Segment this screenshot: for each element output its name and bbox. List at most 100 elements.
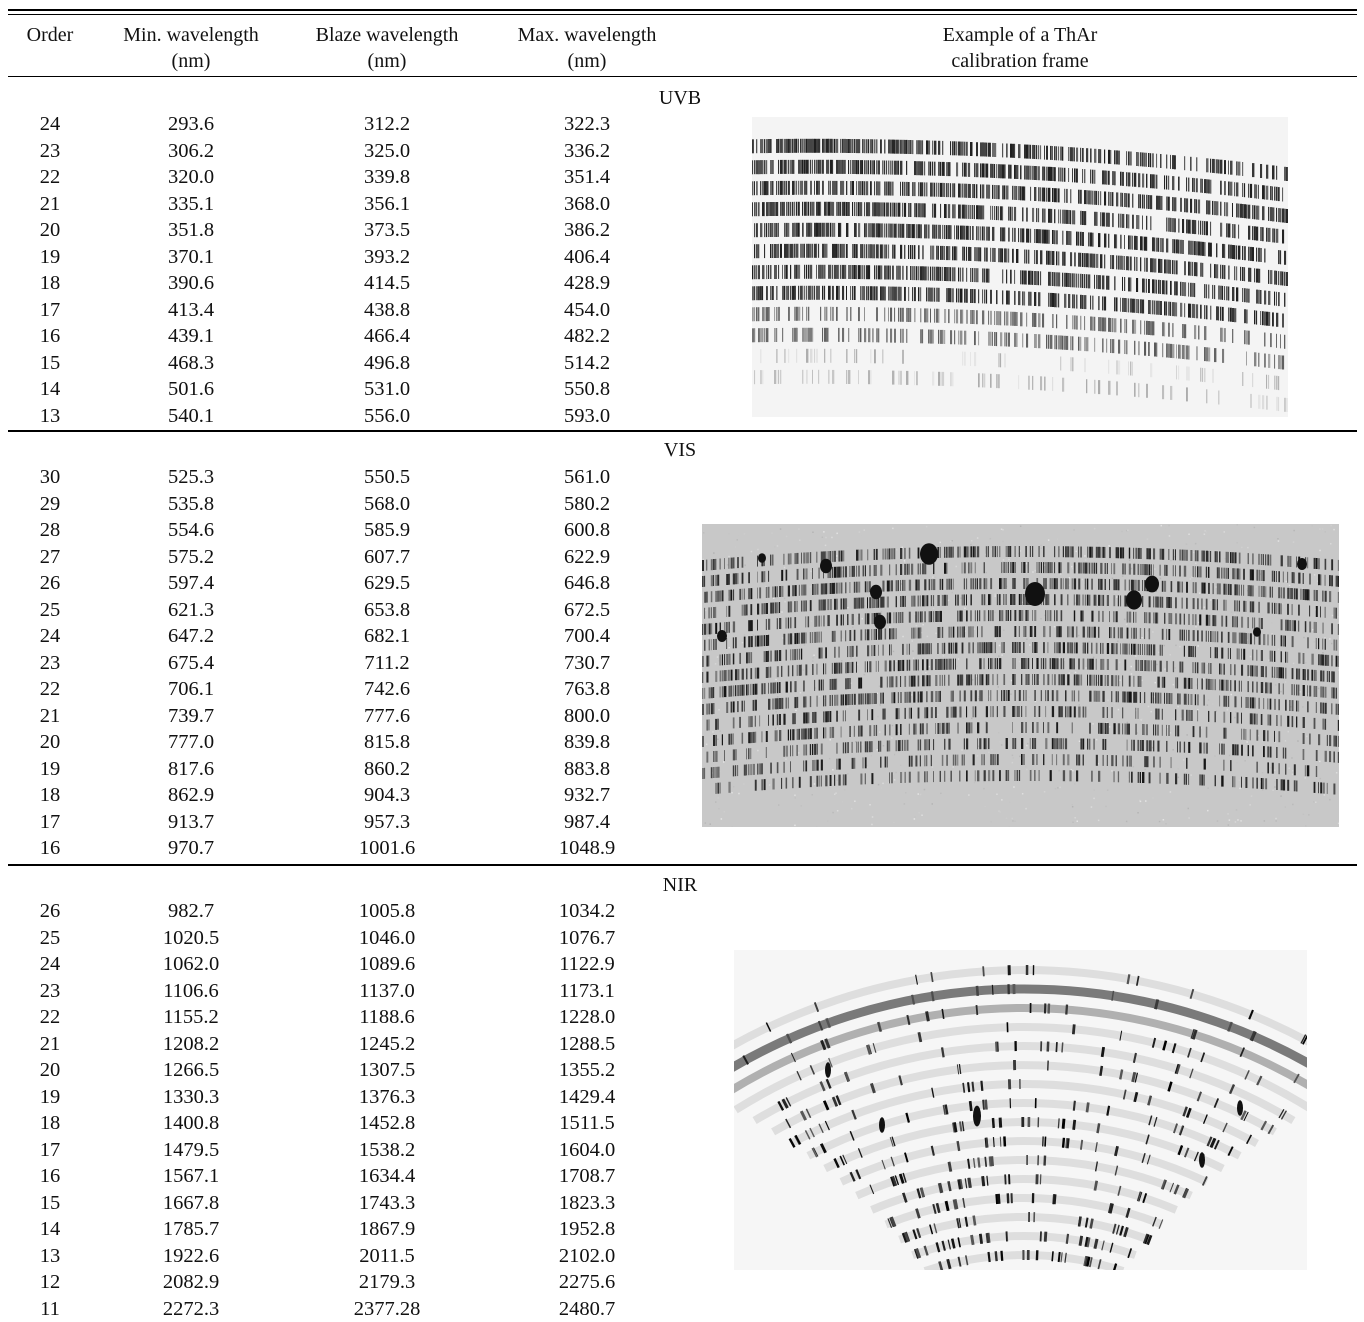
max-wavelength-cell: 622.9	[563, 545, 611, 568]
order-cell: 19	[39, 1085, 61, 1108]
order-cell: 22	[39, 678, 61, 700]
max-wavelength-cell: 550.8	[563, 378, 611, 400]
min-wavelength-cell: 2082.9	[162, 1271, 220, 1293]
min-wavelength-cell: 293.6	[167, 113, 215, 135]
order-cell: 16	[39, 1165, 61, 1187]
min-wavelength-cell: 370.1	[167, 245, 215, 268]
order-cell: 19	[39, 757, 61, 780]
order-cell: 23	[39, 139, 61, 162]
min-wavelength-cell: 1922.6	[162, 1244, 220, 1267]
order-cell: 17	[39, 1138, 61, 1161]
order-cell: 18	[39, 272, 61, 294]
blaze-wavelength-cell: 1001.6	[358, 837, 416, 859]
min-wavelength-cell: 525.3	[167, 466, 215, 488]
max-wavelength-cell: 1429.4	[558, 1085, 616, 1108]
order-cell: 16	[39, 837, 61, 859]
blaze-wavelength-cell: 1452.8	[358, 1112, 416, 1134]
order-cell: 14	[39, 1218, 61, 1240]
min-wavelength-cell: 913.7	[167, 810, 215, 833]
max-wavelength-cell: 932.7	[563, 784, 611, 806]
min-wavelength-cell: 777.0	[167, 731, 215, 753]
header-blaze-line1: Blaze wavelength	[315, 24, 459, 46]
min-wavelength-cell: 1667.8	[162, 1191, 220, 1214]
blaze-wavelength-cell: 1634.4	[358, 1165, 416, 1187]
min-wavelength-cell: 413.4	[167, 298, 215, 321]
max-wavelength-cell: 322.3	[563, 113, 611, 135]
max-wavelength-cell: 593.0	[563, 404, 611, 427]
blaze-wavelength-cell: 312.2	[363, 113, 411, 135]
order-cell: 12	[39, 1271, 61, 1293]
min-wavelength-cell: 501.6	[167, 378, 215, 400]
order-cell: 18	[39, 784, 61, 806]
vis-calibration-frame-image	[702, 524, 1339, 827]
blaze-wavelength-cell: 2011.5	[359, 1244, 415, 1267]
min-wavelength-cell: 468.3	[167, 351, 215, 374]
max-wavelength-cell: 883.8	[563, 757, 611, 780]
blaze-wavelength-cell: 585.9	[363, 519, 411, 541]
order-cell: 20	[39, 219, 61, 241]
max-wavelength-cell: 2102.0	[558, 1244, 616, 1267]
max-wavelength-cell: 2480.7	[558, 1297, 616, 1320]
max-wavelength-cell: 336.2	[563, 139, 611, 162]
blaze-wavelength-cell: 629.5	[363, 572, 411, 594]
blaze-wavelength-cell: 550.5	[363, 466, 411, 488]
min-wavelength-cell: 1567.1	[162, 1165, 220, 1187]
max-wavelength-cell: 454.0	[563, 298, 611, 321]
min-wavelength-cell: 621.3	[167, 598, 215, 621]
max-wavelength-cell: 561.0	[563, 466, 611, 488]
max-wavelength-cell: 800.0	[563, 704, 611, 727]
min-wavelength-cell: 1106.6	[163, 979, 219, 1002]
min-wavelength-cell: 320.0	[167, 166, 215, 188]
order-cell: 19	[39, 245, 61, 268]
order-cell: 27	[39, 545, 61, 568]
max-wavelength-cell: 1034.2	[558, 900, 616, 922]
blaze-wavelength-cell: 682.1	[363, 625, 411, 647]
order-cell: 26	[39, 572, 61, 594]
section-label-nir: NIR	[662, 874, 698, 896]
header-max-wavelength: Max. wavelength (nm)	[495, 22, 679, 74]
order-cell: 13	[39, 404, 61, 427]
header-max-unit: (nm)	[567, 50, 607, 72]
order-cell: 11	[40, 1297, 60, 1320]
header-blaze-unit: (nm)	[367, 50, 407, 72]
order-cell: 21	[39, 192, 61, 215]
min-wavelength-cell: 439.1	[167, 325, 215, 347]
max-wavelength-cell: 580.2	[563, 492, 611, 515]
min-wavelength-cell: 862.9	[167, 784, 215, 806]
section-rule-vis-nir	[8, 864, 1357, 866]
order-cell: 23	[39, 979, 61, 1002]
blaze-wavelength-cell: 1005.8	[358, 900, 416, 922]
blaze-wavelength-cell: 742.6	[363, 678, 411, 700]
min-wavelength-cell: 1330.3	[162, 1085, 220, 1108]
max-wavelength-cell: 428.9	[563, 272, 611, 294]
min-wavelength-cell: 647.2	[167, 625, 215, 647]
max-wavelength-cell: 1823.3	[558, 1191, 616, 1214]
order-cell: 22	[39, 166, 61, 188]
blaze-wavelength-cell: 1046.0	[358, 926, 416, 949]
order-cell: 23	[39, 651, 61, 674]
blaze-wavelength-cell: 904.3	[363, 784, 411, 806]
min-wavelength-cell: 982.7	[167, 900, 215, 922]
order-cell: 20	[39, 1059, 61, 1081]
order-cell: 17	[39, 810, 61, 833]
max-wavelength-cell: 1288.5	[558, 1032, 616, 1055]
max-wavelength-cell: 672.5	[563, 598, 611, 621]
blaze-wavelength-cell: 1307.5	[358, 1059, 416, 1081]
blaze-wavelength-cell: 1188.6	[359, 1006, 415, 1028]
order-cell: 14	[39, 378, 61, 400]
min-wavelength-cell: 1020.5	[162, 926, 220, 949]
header-blaze-wavelength: Blaze wavelength (nm)	[293, 22, 481, 74]
order-cell: 17	[39, 298, 61, 321]
min-wavelength-cell: 739.7	[167, 704, 215, 727]
min-wavelength-cell: 1266.5	[162, 1059, 220, 1081]
order-cell: 25	[39, 926, 61, 949]
blaze-wavelength-cell: 373.5	[363, 219, 411, 241]
header-min-line1: Min. wavelength	[123, 24, 259, 46]
header-max-line1: Max. wavelength	[517, 24, 657, 46]
min-wavelength-cell: 1062.0	[162, 953, 220, 975]
max-wavelength-cell: 1228.0	[558, 1006, 616, 1028]
max-wavelength-cell: 1708.7	[558, 1165, 616, 1187]
order-cell: 29	[39, 492, 61, 515]
blaze-wavelength-cell: 325.0	[363, 139, 411, 162]
min-wavelength-cell: 575.2	[167, 545, 215, 568]
